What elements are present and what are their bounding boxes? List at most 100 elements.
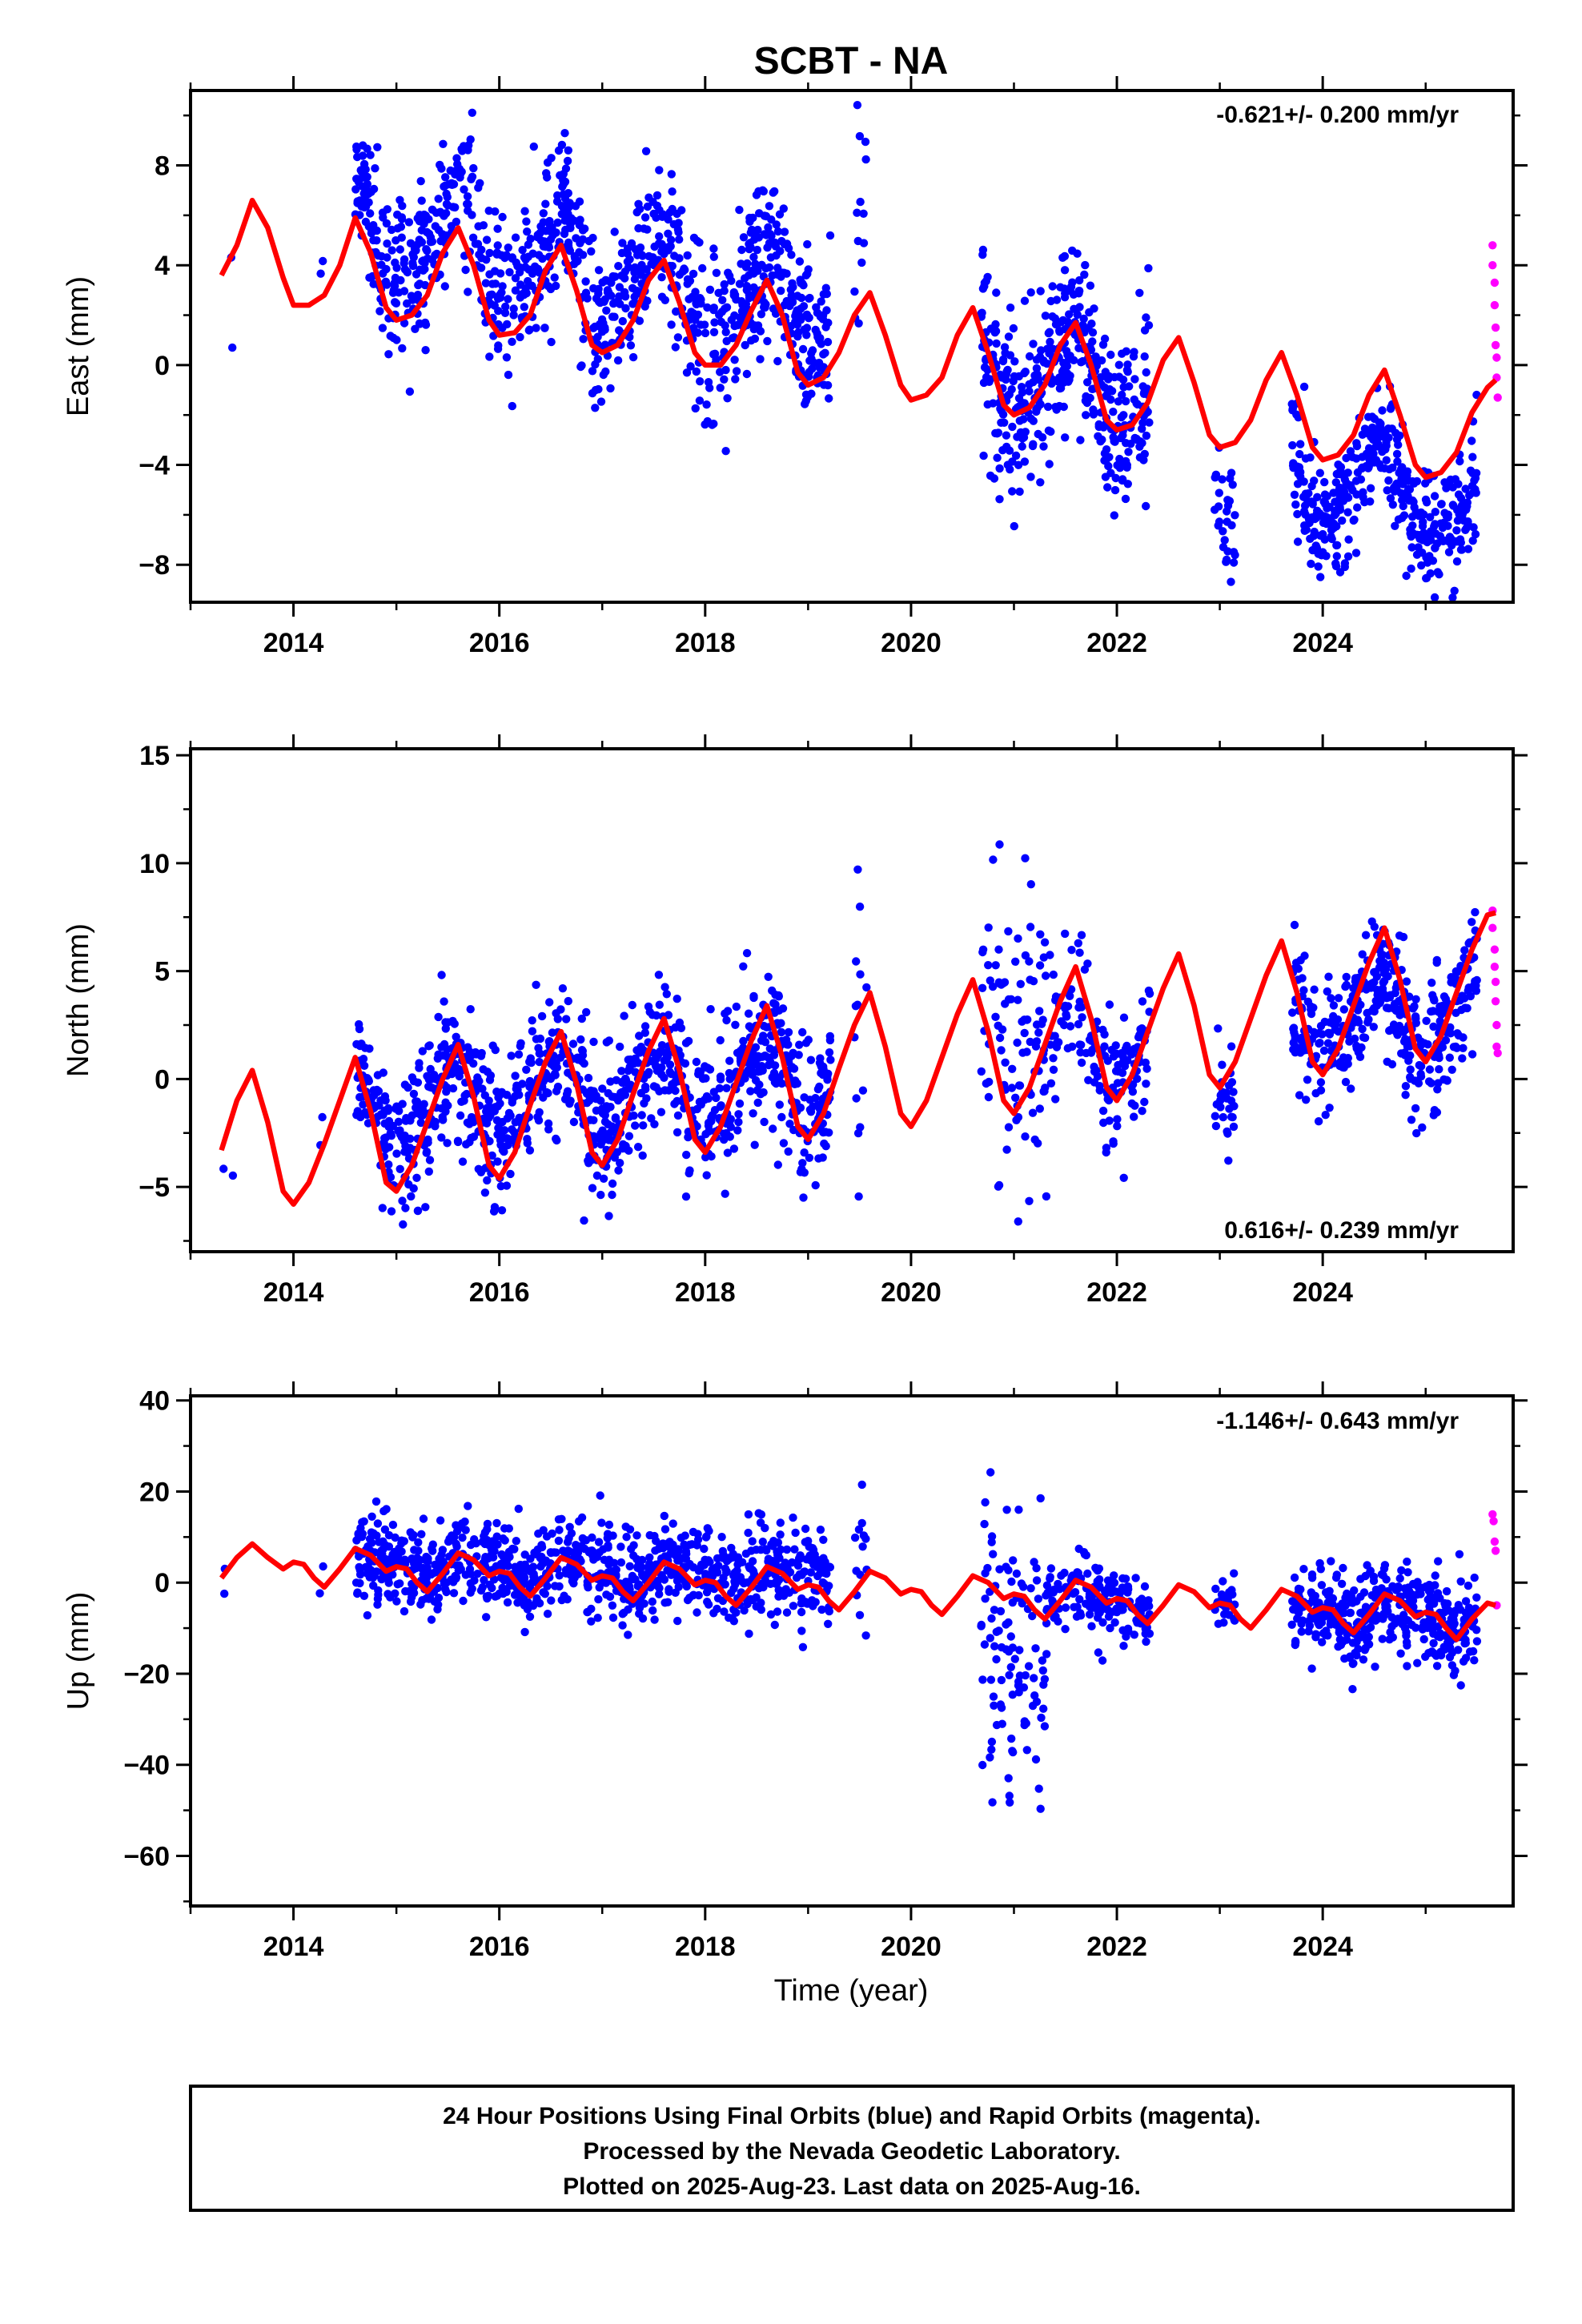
east-final-point: [1117, 412, 1126, 422]
east-final-point: [1306, 534, 1315, 543]
east-final-point: [1219, 543, 1228, 552]
east-final-point: [808, 364, 817, 373]
north-final-point: [805, 1153, 814, 1163]
north-final-point: [413, 1206, 423, 1216]
up-final-point: [1082, 1550, 1091, 1560]
north-final-point: [1035, 1007, 1044, 1015]
up-final-point: [854, 1525, 864, 1534]
east-final-point: [1395, 468, 1403, 477]
north-final-point: [978, 947, 987, 957]
up-final-point: [1138, 1604, 1147, 1613]
north-final-point: [1327, 994, 1335, 1003]
up-final-point: [1124, 1626, 1133, 1636]
north-final-point: [1427, 979, 1436, 987]
east-final-point: [1313, 493, 1322, 501]
north-final-point: [991, 1012, 1000, 1022]
up-final-point: [1110, 1578, 1119, 1587]
east-final-point: [1307, 481, 1316, 491]
east-final-point: [1468, 488, 1478, 497]
north-final-point: [1430, 996, 1439, 1005]
up-final-point: [1061, 1603, 1070, 1612]
east-final-point: [508, 254, 517, 263]
north-final-point: [771, 1000, 780, 1009]
north-final-point: [1130, 1112, 1138, 1121]
east-final-point: [995, 495, 1004, 504]
up-final-point: [988, 1798, 997, 1807]
east-final-point: [705, 285, 715, 294]
east-final-point: [630, 292, 639, 301]
up-final-point: [776, 1530, 785, 1539]
north-final-point: [1142, 1080, 1150, 1088]
east-final-point: [618, 239, 627, 247]
up-final-point: [464, 1502, 472, 1510]
north-final-point: [359, 1061, 369, 1071]
east-final-point: [1109, 408, 1118, 416]
north-final-point: [673, 1111, 683, 1120]
north-final-point: [749, 991, 758, 1001]
north-final-point: [1334, 1027, 1343, 1036]
east-final-point: [753, 245, 761, 255]
up-final-point: [791, 1528, 800, 1538]
up-final-point: [624, 1582, 634, 1590]
east-final-point: [1008, 422, 1017, 432]
east-x-tick-label: 2024: [1292, 628, 1353, 658]
east-final-point: [423, 247, 432, 255]
east-final-point: [1008, 487, 1017, 496]
north-final-point: [580, 1216, 588, 1225]
east-final-point: [418, 257, 427, 266]
east-final-point: [672, 307, 681, 316]
up-final-point: [1046, 1564, 1056, 1573]
north-x-tick-label: 2024: [1292, 1277, 1353, 1308]
east-final-point: [493, 344, 503, 353]
east-final-point: [1219, 527, 1227, 536]
east-final-point: [1032, 364, 1042, 373]
east-final-point: [747, 336, 756, 345]
east-final-point: [1301, 454, 1311, 463]
east-final-point: [1338, 516, 1347, 525]
up-final-point: [1042, 1581, 1052, 1590]
east-final-point: [1026, 472, 1035, 481]
north-final-point: [799, 1193, 808, 1202]
east-final-point: [760, 230, 769, 239]
up-final-point: [708, 1565, 717, 1574]
east-final-point: [1412, 550, 1422, 559]
east-final-point: [365, 273, 374, 282]
north-final-point: [360, 1043, 370, 1052]
up-final-point: [608, 1601, 617, 1610]
north-final-point: [488, 1151, 496, 1160]
east-final-point: [1227, 577, 1235, 586]
north-final-point: [1212, 1100, 1222, 1109]
north-final-point: [744, 1009, 753, 1018]
north-final-point: [1109, 1137, 1118, 1146]
north-final-point: [1109, 1052, 1118, 1061]
east-final-point: [511, 286, 520, 295]
east-final-point: [1421, 479, 1430, 488]
east-final-point: [558, 182, 567, 191]
east-final-point: [635, 316, 644, 325]
north-final-point: [1038, 1015, 1047, 1024]
east-final-point: [1388, 501, 1398, 509]
east-final-point: [396, 245, 404, 254]
east-final-point: [535, 251, 544, 259]
east-final-point: [671, 343, 680, 352]
east-final-point: [1342, 453, 1351, 463]
north-final-point: [1411, 1104, 1420, 1113]
east-final-point: [765, 263, 774, 272]
east-final-point: [1351, 476, 1361, 485]
up-final-point: [384, 1530, 394, 1540]
north-final-point: [784, 1058, 793, 1067]
east-final-point: [668, 187, 677, 196]
north-final-point: [1105, 1000, 1114, 1009]
east-final-point: [391, 258, 400, 267]
east-final-point: [1051, 403, 1060, 412]
east-final-point: [825, 231, 835, 240]
north-final-point: [716, 1075, 725, 1084]
north-final-point: [777, 1079, 786, 1088]
east-final-point: [808, 346, 817, 355]
north-final-point: [1140, 1097, 1149, 1107]
north-final-point: [544, 1125, 553, 1134]
north-final-point: [1030, 1135, 1039, 1144]
east-final-point: [575, 247, 584, 257]
north-final-point: [400, 1080, 410, 1089]
